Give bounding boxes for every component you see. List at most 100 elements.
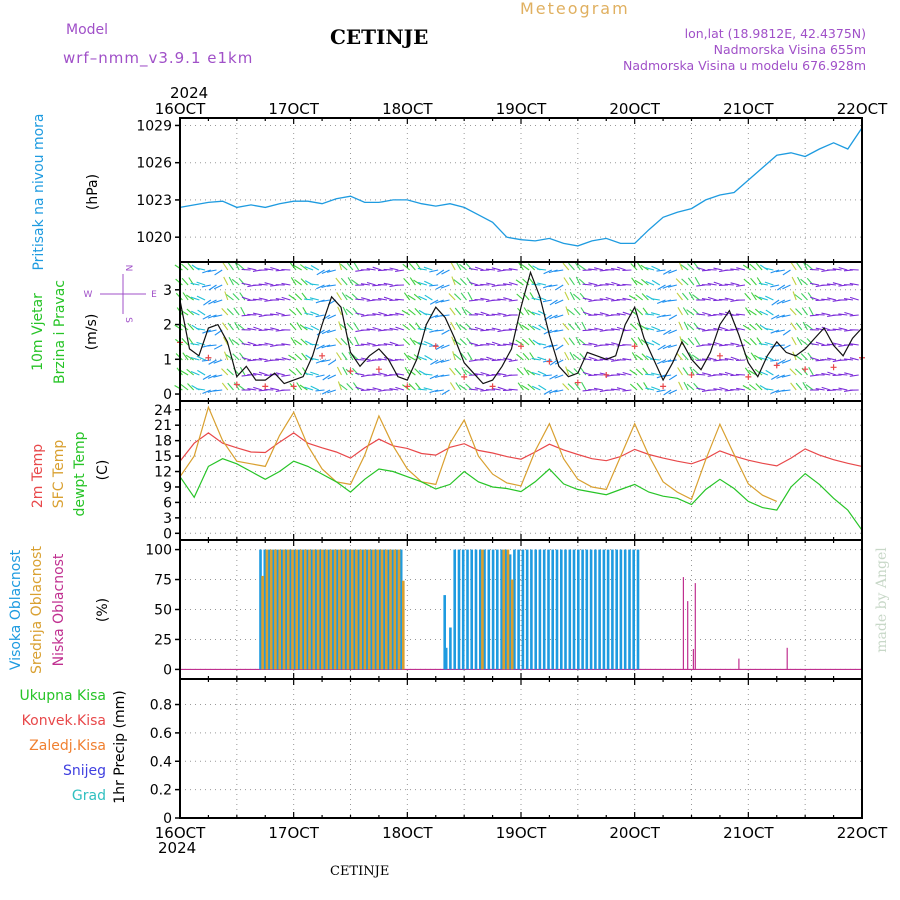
wind-arrow bbox=[628, 295, 638, 301]
wind-arrow bbox=[372, 387, 382, 391]
wind-arrow bbox=[694, 337, 701, 346]
high-cloud-bar bbox=[453, 549, 456, 670]
wind-arrow bbox=[554, 389, 564, 393]
wind-arrow bbox=[724, 357, 734, 361]
wind-arrow bbox=[569, 351, 575, 361]
wind-arrow bbox=[707, 343, 717, 346]
high-cloud-bar bbox=[272, 549, 275, 670]
temp-sfc-line bbox=[179, 405, 778, 502]
wind-arrow bbox=[678, 321, 684, 331]
wind-arrow bbox=[402, 384, 411, 391]
high-cloud-bar bbox=[517, 549, 520, 670]
wind-arrow bbox=[622, 269, 632, 272]
wind-arrow bbox=[765, 309, 774, 316]
wind-arrow bbox=[502, 389, 513, 392]
y-tick-label: 1020 bbox=[136, 230, 172, 246]
wind-arrow bbox=[677, 307, 683, 316]
wind-arrow bbox=[775, 269, 785, 273]
wind-arrow bbox=[401, 309, 410, 316]
wind-arrow bbox=[407, 294, 416, 301]
wind-arrow bbox=[636, 308, 644, 316]
wind-arrow bbox=[440, 299, 450, 303]
wind-arrow bbox=[408, 262, 416, 271]
low-cloud-bar bbox=[682, 577, 684, 670]
model-elevation-label: Nadmorska Visina u modelu 676.928m bbox=[623, 58, 866, 73]
wind-arrow bbox=[794, 294, 803, 301]
high-cloud-bar bbox=[568, 549, 572, 670]
wind-arrow bbox=[802, 261, 808, 271]
wind-arrow bbox=[467, 291, 473, 301]
wind-arrow bbox=[662, 344, 672, 350]
wind-arrow bbox=[340, 277, 348, 286]
wind-arrow bbox=[821, 298, 831, 301]
wind-arrow bbox=[630, 323, 638, 331]
wind-arrow bbox=[805, 323, 814, 331]
wind-arrow bbox=[372, 313, 382, 316]
wind-arrow bbox=[702, 372, 712, 376]
wind-arrow bbox=[681, 292, 689, 301]
wind-arrow bbox=[724, 297, 734, 301]
high-cloud-bar bbox=[521, 549, 525, 670]
wind-arrow bbox=[202, 389, 212, 395]
wind-arrow bbox=[531, 371, 541, 376]
wind-arrow bbox=[802, 382, 808, 391]
wind-arrow bbox=[228, 276, 234, 286]
wind-arrow bbox=[435, 344, 445, 350]
wind-arrow bbox=[454, 293, 462, 301]
wind-arrow bbox=[355, 344, 365, 347]
wind-arrow bbox=[304, 298, 314, 301]
wind-arrow bbox=[588, 342, 598, 346]
wind-arrow bbox=[800, 353, 808, 361]
wind-arrow bbox=[844, 298, 854, 301]
wind-arrow bbox=[749, 323, 757, 331]
wind-gust-marker bbox=[518, 343, 524, 350]
wind-arrow bbox=[299, 264, 308, 271]
wind-arrow bbox=[676, 292, 683, 301]
wind-arrow bbox=[795, 308, 803, 316]
wind-arrow bbox=[196, 295, 206, 301]
wind-arrow bbox=[191, 264, 200, 271]
wind-arrow bbox=[662, 314, 672, 317]
wind-arrow bbox=[300, 278, 308, 286]
wind-arrow bbox=[450, 261, 456, 271]
mid-cloud-bar bbox=[329, 549, 333, 670]
wind-arrow bbox=[223, 351, 229, 361]
wind-arrow bbox=[404, 367, 411, 376]
mid-cloud-bar bbox=[274, 549, 277, 670]
wind-arrow bbox=[650, 372, 660, 376]
wind-arrow bbox=[662, 284, 672, 289]
wind-arrow bbox=[213, 389, 223, 392]
wind-arrow bbox=[450, 321, 456, 331]
wind-arrow bbox=[181, 277, 189, 286]
wind-arrow bbox=[574, 262, 581, 271]
high-cloud-bar bbox=[276, 549, 279, 670]
wind-arrow bbox=[616, 312, 626, 316]
wind-arrow bbox=[616, 373, 626, 376]
wind-arrow bbox=[241, 296, 251, 301]
wind-arrow bbox=[281, 282, 291, 286]
wind-arrow bbox=[222, 322, 229, 331]
wind-arrow bbox=[414, 368, 422, 376]
mid-cloud-bar bbox=[291, 549, 294, 670]
time-tick-label: 19OCT bbox=[496, 100, 547, 118]
wind-arrow bbox=[186, 308, 195, 316]
wind-arrow bbox=[622, 297, 632, 301]
y-tick-label: 0.6 bbox=[150, 726, 172, 742]
wind-arrow bbox=[222, 262, 229, 271]
wind-arrow bbox=[593, 359, 603, 362]
wind-arrow bbox=[791, 276, 797, 286]
wind-arrow bbox=[821, 386, 831, 391]
wind-arrow bbox=[622, 311, 632, 316]
wind-arrow bbox=[588, 268, 598, 271]
wind-arrow bbox=[645, 280, 655, 286]
wind-arrow bbox=[417, 267, 427, 271]
wind-arrow bbox=[355, 358, 365, 361]
wind-arrow bbox=[449, 367, 456, 376]
wind-arrow bbox=[258, 371, 268, 376]
high-cloud-bar bbox=[280, 549, 284, 670]
wind-arrow bbox=[764, 327, 774, 331]
y-tick-label: 1023 bbox=[136, 193, 172, 209]
wind-arrow bbox=[288, 368, 297, 376]
wind-arrow bbox=[429, 269, 439, 273]
wind-arrow bbox=[201, 284, 211, 288]
